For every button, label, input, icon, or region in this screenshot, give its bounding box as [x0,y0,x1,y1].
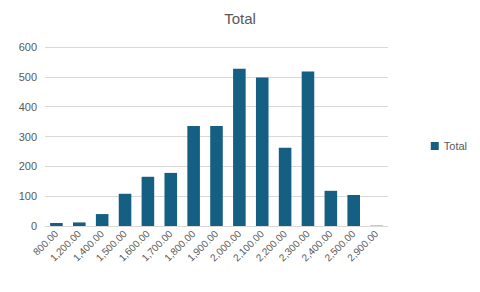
svg-text:1,400.00: 1,400.00 [70,228,107,264]
svg-text:1,500.00: 1,500.00 [93,228,129,264]
svg-text:2,900.00: 2,900.00 [345,228,381,264]
svg-text:1,800.00: 1,800.00 [162,228,198,264]
svg-text:200: 200 [19,160,37,172]
svg-text:2,500.00: 2,500.00 [322,228,358,264]
svg-text:100: 100 [19,190,37,202]
svg-text:2,000.00: 2,000.00 [208,228,244,264]
svg-text:2,100.00: 2,100.00 [230,228,267,264]
svg-text:1,700.00: 1,700.00 [139,228,175,264]
svg-text:Total: Total [224,10,256,27]
svg-text:1,600.00: 1,600.00 [116,228,152,264]
svg-text:500: 500 [19,71,37,83]
svg-text:300: 300 [19,131,37,143]
svg-text:800.00: 800.00 [30,228,61,258]
svg-text:1,900.00: 1,900.00 [185,228,221,264]
svg-text:400: 400 [19,101,37,113]
svg-text:1,200.00: 1,200.00 [47,228,84,264]
svg-text:0: 0 [31,220,37,232]
svg-text:600: 600 [19,41,37,53]
svg-text:2,400.00: 2,400.00 [299,228,335,264]
svg-text:Total: Total [444,140,467,152]
svg-text:2,200.00: 2,200.00 [253,228,289,264]
svg-text:2,300.00: 2,300.00 [276,228,312,264]
